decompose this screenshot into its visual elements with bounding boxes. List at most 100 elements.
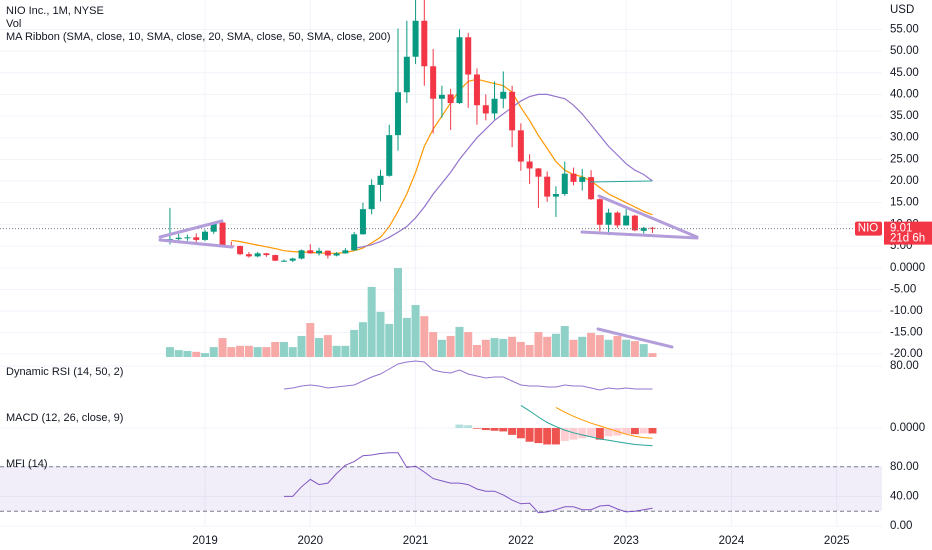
macd-bar	[472, 428, 481, 429]
y-tick-label: -15.00	[890, 327, 923, 339]
volume-bar	[464, 332, 473, 357]
macd-bar	[499, 428, 508, 432]
candle-body	[272, 255, 279, 261]
indicator-title: MA Ribbon (SMA, close, 10, SMA, close, 2…	[6, 31, 391, 43]
y-tick-label: 20.00	[890, 175, 919, 187]
candle-body	[412, 20, 419, 57]
volume-bar	[411, 304, 420, 357]
line-series	[284, 452, 653, 514]
candle-body	[359, 209, 366, 235]
volume-bar	[367, 286, 376, 357]
y-tick-label: 30.00	[890, 132, 919, 144]
price-pane	[166, 0, 656, 262]
candle-body	[342, 250, 349, 254]
trend-line	[597, 194, 699, 239]
volume-bar	[551, 333, 560, 357]
candle-body	[509, 91, 516, 131]
candle-body	[254, 253, 261, 257]
x-tick-label: 2022	[508, 535, 534, 547]
volume-bar	[437, 339, 446, 357]
candle-body	[535, 168, 542, 177]
line-series	[354, 93, 653, 249]
ribbon-edge	[589, 180, 653, 183]
candle-body	[544, 176, 551, 197]
candle-body	[526, 161, 533, 169]
volume-bar	[174, 350, 183, 357]
volume-bar	[534, 332, 543, 357]
macd-bar	[508, 428, 517, 435]
candle-body	[280, 260, 287, 262]
y-tick-label: 15.00	[890, 197, 919, 209]
candle-body	[614, 212, 621, 226]
candle-body	[193, 237, 200, 240]
volume-bar	[595, 335, 604, 357]
macd-bar	[639, 428, 648, 434]
candle-body	[298, 250, 305, 259]
line-series	[283, 360, 653, 391]
line-series	[520, 404, 653, 447]
volume-bar	[315, 338, 324, 357]
y-tick-label: 25.00	[890, 153, 919, 165]
volume-bar	[297, 335, 306, 357]
macd-bar	[604, 428, 613, 437]
drawings	[158, 180, 699, 349]
y-tick-label: 40.00	[890, 88, 919, 100]
macd-bar	[595, 428, 604, 440]
volume-bar	[279, 341, 288, 357]
macd-bar	[587, 428, 596, 437]
volume-bar	[200, 353, 209, 357]
candle-body	[588, 177, 595, 200]
volume-bar	[288, 347, 297, 357]
candle-body	[517, 130, 524, 162]
candle-body	[403, 56, 410, 93]
macd-bar	[648, 428, 657, 434]
macd-bar	[543, 428, 552, 445]
symbol-badge	[855, 221, 882, 236]
macd-bar	[490, 428, 499, 431]
price-label: 9.01	[890, 223, 912, 235]
volume-bar	[192, 351, 201, 357]
symbol-label: NIO	[858, 223, 879, 235]
candle-body	[561, 173, 568, 195]
candle-body	[473, 74, 480, 106]
macd-title: MACD (12, 26, close, 9)	[6, 412, 123, 424]
volume-bar	[604, 339, 613, 357]
candle-body	[579, 177, 586, 182]
candle-body	[210, 223, 217, 232]
candle-body	[333, 253, 340, 256]
macd-bar	[551, 428, 560, 445]
candle-body	[386, 135, 393, 176]
candle-body	[570, 173, 577, 182]
volume-bar	[560, 326, 569, 357]
volume-bar	[350, 329, 359, 357]
volume-bar	[508, 336, 517, 357]
marks-layer	[0, 0, 882, 514]
countdown-label: 21d 6h	[890, 233, 925, 245]
volume-bar	[569, 339, 578, 357]
y-tick-label: -20.00	[890, 348, 923, 360]
x-tick-label: 2025	[824, 535, 850, 547]
volume-bar	[648, 353, 657, 357]
x-tick-label: 2024	[719, 535, 745, 547]
y-tick-label: 35.00	[890, 110, 919, 122]
volume-bar	[472, 344, 481, 357]
macd-bar	[622, 428, 631, 435]
candle-body	[438, 94, 445, 99]
volume-bar	[227, 347, 236, 357]
macd-bar	[464, 425, 473, 428]
volume-bar	[262, 347, 271, 357]
candle-body	[605, 212, 612, 225]
volume-bar	[639, 344, 648, 357]
candle-body	[245, 254, 252, 257]
y-tick-label: -10.00	[890, 305, 923, 317]
volume-bar	[218, 338, 227, 357]
candle-body	[394, 92, 401, 136]
volume-bar	[165, 347, 174, 357]
macd-bar	[578, 428, 587, 439]
candle-body	[201, 231, 208, 240]
volume-bar	[543, 336, 552, 357]
volume-bar	[253, 347, 262, 357]
y-tick-label: -5.00	[890, 284, 916, 296]
volume-bar	[481, 339, 490, 357]
